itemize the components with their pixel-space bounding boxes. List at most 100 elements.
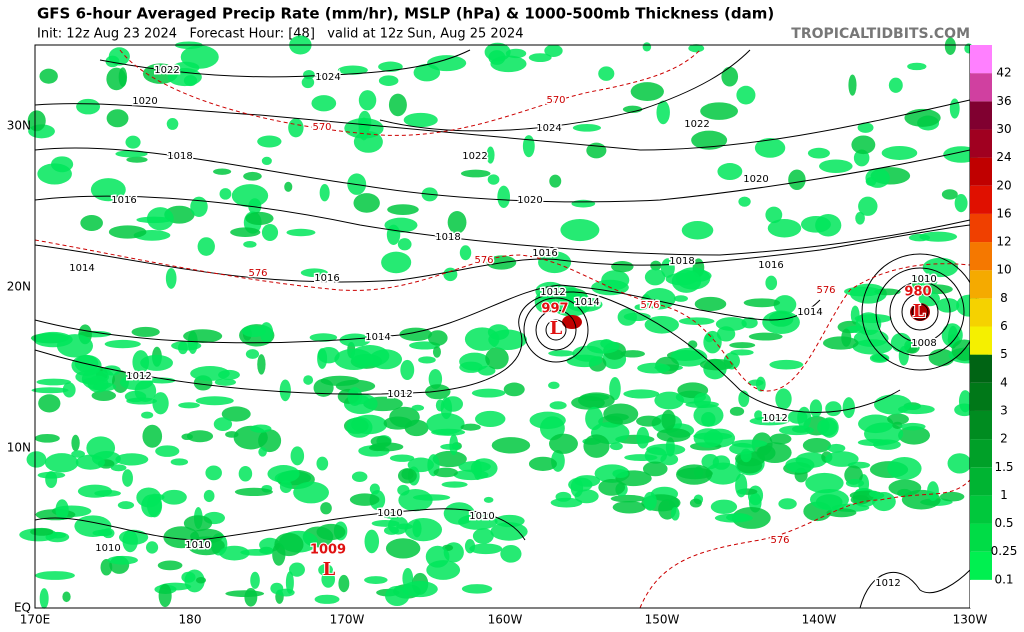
precip-blob bbox=[736, 457, 763, 474]
thickness-label: 570 bbox=[312, 122, 331, 133]
precip-blob bbox=[105, 55, 120, 68]
precip-blob bbox=[441, 481, 468, 488]
precip-blob bbox=[77, 484, 113, 498]
precip-blob bbox=[309, 333, 338, 342]
precip-blob bbox=[250, 571, 260, 589]
colorbar-label: 1 bbox=[1000, 488, 1008, 502]
precip-blob bbox=[691, 130, 728, 150]
colorbar-swatch bbox=[970, 101, 992, 130]
lat-label: 20N bbox=[7, 280, 31, 294]
precip-blob bbox=[91, 390, 116, 401]
precip-blob bbox=[183, 515, 213, 532]
precip-blob bbox=[779, 425, 814, 436]
precip-blob bbox=[715, 317, 747, 331]
precip-blob bbox=[234, 487, 273, 497]
precip-blob bbox=[603, 403, 639, 425]
precip-blob bbox=[161, 489, 187, 505]
lon-label: 150W bbox=[645, 613, 680, 627]
precip-blob bbox=[827, 443, 846, 453]
isobar-label: 1016 bbox=[532, 248, 557, 259]
precip-blob bbox=[693, 428, 724, 448]
colorbar-swatch bbox=[970, 382, 992, 411]
precip-blob bbox=[676, 464, 713, 485]
precip-blob bbox=[549, 433, 578, 454]
precip-blob bbox=[822, 336, 859, 350]
precip-blob bbox=[213, 417, 233, 432]
colorbar-label: 4 bbox=[1000, 375, 1008, 389]
precip-blob bbox=[717, 163, 743, 181]
precip-blob bbox=[888, 479, 922, 496]
precip-blob bbox=[197, 237, 215, 256]
precip-blob bbox=[152, 392, 169, 415]
precip-blob bbox=[941, 189, 958, 200]
precip-blob bbox=[155, 445, 180, 457]
precip-blob bbox=[488, 329, 527, 350]
precip-blob bbox=[712, 455, 731, 470]
precip-blob bbox=[700, 102, 738, 120]
precip-blob bbox=[126, 397, 157, 405]
lat-label: 10N bbox=[7, 441, 31, 455]
precip-blob bbox=[293, 481, 329, 504]
precip-blob bbox=[140, 354, 173, 371]
precip-blob bbox=[243, 171, 262, 181]
precip-blob bbox=[630, 82, 664, 102]
precip-blob bbox=[62, 382, 76, 398]
precip-blob bbox=[617, 308, 637, 326]
precip-blob bbox=[729, 342, 756, 349]
precip-blob bbox=[675, 267, 711, 290]
precip-blob bbox=[936, 298, 960, 313]
precip-blob bbox=[688, 44, 705, 53]
precip-blob bbox=[740, 448, 752, 463]
precip-blob bbox=[927, 481, 939, 501]
precip-blob bbox=[303, 70, 315, 80]
precip-blob bbox=[904, 108, 941, 127]
colorbar-label: 10 bbox=[996, 263, 1011, 277]
precip-blob bbox=[270, 582, 284, 595]
precip-blob bbox=[142, 424, 163, 448]
precip-blob bbox=[475, 410, 506, 427]
precip-blob bbox=[644, 268, 666, 286]
precip-blob bbox=[505, 48, 527, 59]
colorbar-swatch bbox=[970, 410, 992, 440]
center-symbol: L bbox=[323, 559, 336, 580]
precip-blob bbox=[609, 377, 621, 401]
precip-blob bbox=[459, 361, 483, 373]
precip-blob bbox=[279, 480, 293, 494]
lon-label: 170W bbox=[330, 613, 365, 627]
isobar-label: 1016 bbox=[314, 273, 339, 284]
precip-blob bbox=[898, 426, 931, 445]
precip-blob bbox=[620, 350, 645, 358]
precip-blob bbox=[167, 68, 202, 87]
precip-blob bbox=[412, 519, 422, 538]
precip-blob bbox=[387, 204, 419, 216]
colorbar-swatch bbox=[970, 129, 992, 158]
precip-blob bbox=[842, 397, 855, 419]
precip-blob bbox=[699, 358, 734, 371]
precip-blob bbox=[826, 508, 857, 518]
precip-blob bbox=[184, 569, 205, 593]
isobar-label: 1020 bbox=[517, 195, 542, 206]
precip-blob bbox=[447, 210, 467, 234]
precip-blob bbox=[767, 218, 802, 238]
precip-blob bbox=[817, 418, 838, 437]
precip-blob bbox=[386, 224, 401, 245]
colorbar-label: 16 bbox=[996, 206, 1011, 220]
precip-blob bbox=[754, 138, 786, 158]
precip-blob bbox=[146, 207, 174, 231]
precip-blob bbox=[778, 498, 797, 510]
colorbar-label: 0.5 bbox=[994, 516, 1013, 530]
precip-blob bbox=[673, 295, 688, 302]
precip-blob bbox=[566, 297, 603, 312]
colorbar-swatch bbox=[970, 213, 992, 243]
precip-blob bbox=[656, 428, 691, 443]
precip-blob bbox=[75, 369, 110, 385]
precip-blob bbox=[316, 523, 346, 541]
precip-blob bbox=[148, 377, 176, 384]
precip-blob bbox=[221, 406, 251, 422]
precip-blob bbox=[385, 538, 421, 559]
precip-blob bbox=[274, 532, 304, 557]
precip-blob bbox=[503, 382, 525, 397]
precip-blob bbox=[678, 317, 715, 325]
precip-blob bbox=[30, 527, 54, 536]
precip-blob bbox=[257, 354, 266, 375]
